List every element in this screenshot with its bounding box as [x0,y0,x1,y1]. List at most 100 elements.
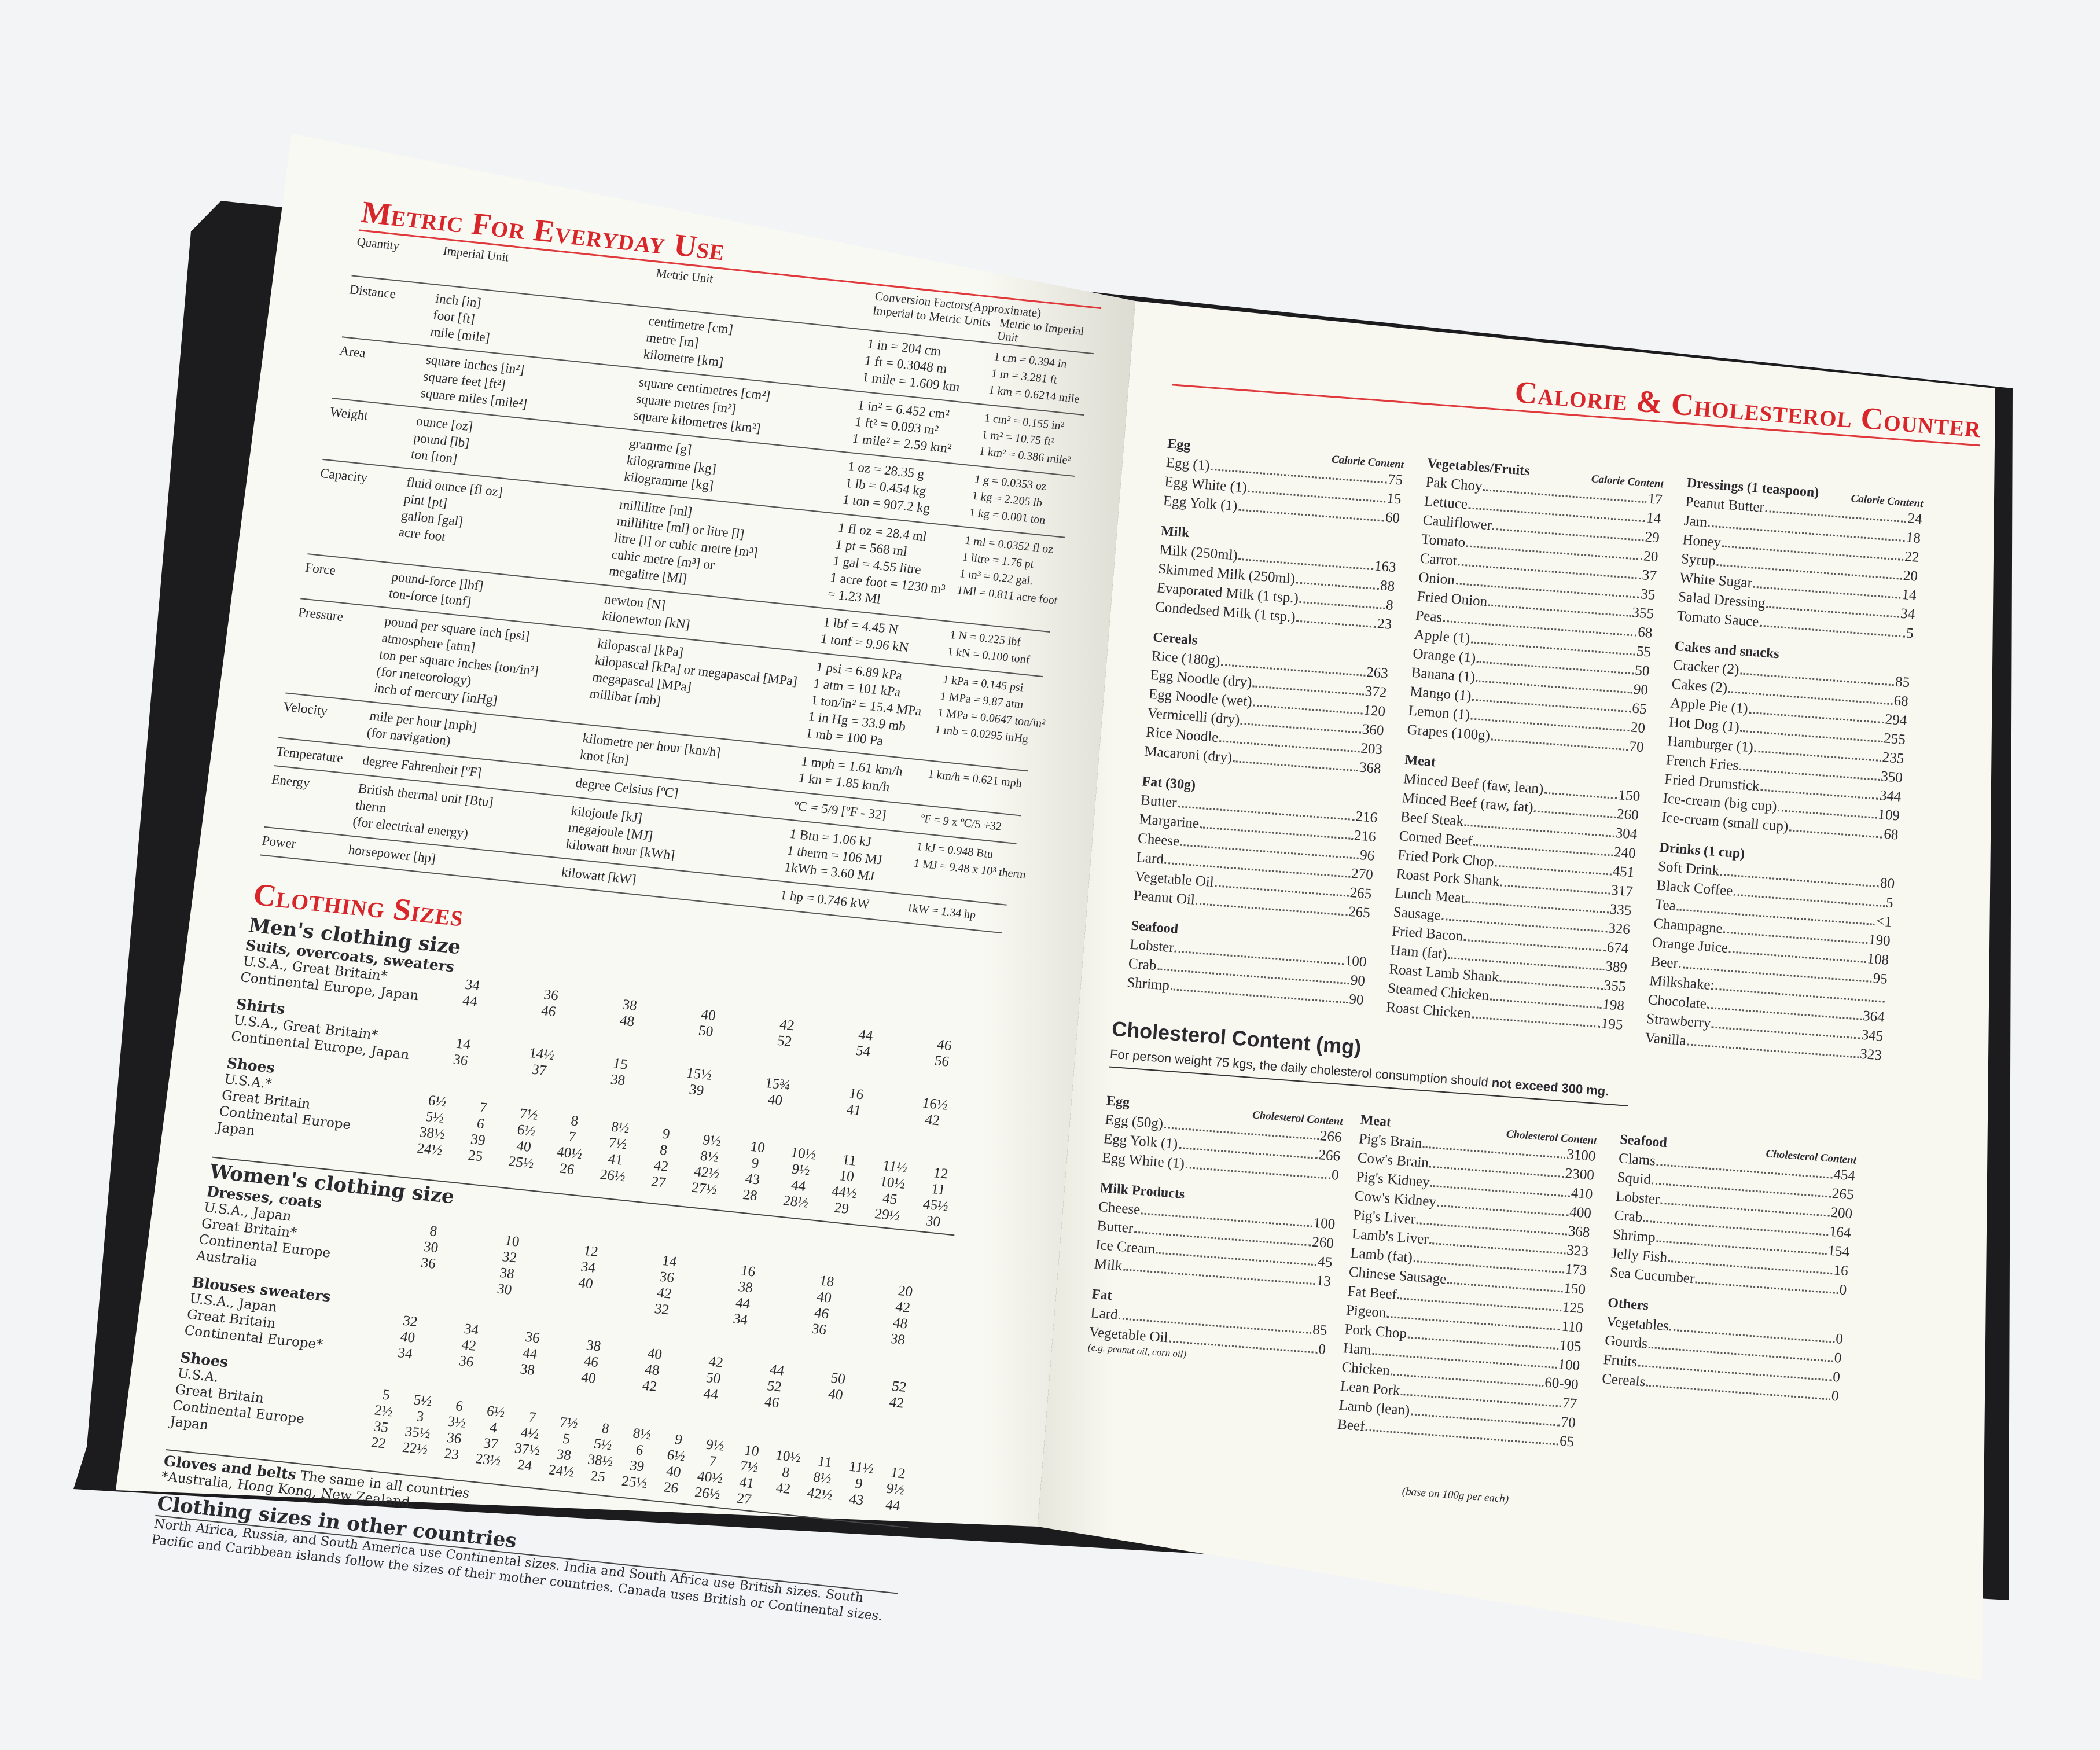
size-column: 34 42 36 [433,1317,503,1382]
size-column: 42 50 44 [679,1343,749,1407]
food-name: Jam [1683,513,1708,531]
food-name: Crab [1127,955,1157,974]
food-value: 203 [1360,740,1383,758]
food-value: 85 [1895,674,1911,691]
food-value: 60-90 [1544,1374,1579,1393]
quantity-cell: Force [304,560,337,578]
food-value: 22 [1904,549,1920,565]
size-value: 22 [370,1435,387,1452]
food-value: 335 [1609,901,1632,919]
food-value: 364 [1862,1008,1885,1025]
food-value: 350 [1880,769,1903,786]
food-value: 0 [1832,1369,1841,1385]
size-value: 27 [735,1490,753,1508]
size-value: 26½ [693,1484,722,1503]
cholesterol-column: Egg Cholesterol Content Egg (50g) 266 Egg Yo… [1087,1080,1344,1370]
food-value: 150 [1617,787,1641,804]
food-value: 360 [1361,721,1385,739]
food-value: 150 [1563,1280,1586,1298]
food-name: Squid [1616,1169,1652,1188]
to-metric-cell: 1 fl oz = 28.4 ml 1 pt = 568 ml 1 gal = 4.… [826,519,966,615]
size-column: 40 48 42 [617,1336,687,1401]
food-value: 389 [1605,958,1628,976]
to-metric-cell: 1 Btu = 1.06 kJ 1 therm = 106 MJ 1kWh = 3.… [784,825,918,888]
to-imperial-line: 1kW = 1.34 hp [906,901,977,922]
food-value: 70 [1628,738,1645,756]
category-heading: Egg [1167,436,1191,453]
size-column: 40 50 [664,998,750,1049]
food-name: Butter [1096,1218,1134,1237]
food-value: 70 [1560,1414,1576,1431]
cholesterol-note-bold: not exceed 300 mg. [1491,1075,1610,1099]
food-value: 323 [1566,1242,1589,1260]
food-value: 674 [1606,939,1630,957]
size-value: 23 [443,1446,460,1463]
category-heading: Egg [1106,1093,1130,1111]
size-column: 20 42 48 38 [857,1269,948,1352]
food-value: 345 [1860,1027,1884,1045]
size-column: 36 44 38 [494,1323,565,1388]
food-value: 294 [1884,711,1908,729]
quantity-cell: Area [339,343,367,361]
food-value: 13 [1315,1273,1332,1290]
size-column: 14½ 37 [497,1041,583,1091]
food-value: 110 [1561,1318,1583,1336]
food-value: 35 [1640,586,1656,603]
to-imperial-line: ºF = 9 x ºC/5 +32 [920,812,1003,833]
size-value: 23½ [474,1451,502,1469]
size-value: 44 [884,1497,902,1514]
food-name: Lard [1135,850,1164,867]
calorie-column: Egg Calorie Content Egg (1) 75 Egg White (1)… [1126,423,1406,1010]
food-name: Milk [1093,1256,1123,1274]
food-name: Honey [1682,532,1722,551]
size-column: 44 52 46 [740,1349,811,1414]
quantity-cell: Pressure [297,605,345,624]
quantity-cell: Distance [348,282,397,302]
food-value: 65 [1631,700,1647,718]
to-imperial-cell: 1 kPa = 0.145 psi 1 MPa = 9.87 atm 1 MPa =… [931,671,1046,764]
food-value: 190 [1868,932,1891,950]
food-name: Cheese [1137,830,1180,850]
food-value: 198 [1602,997,1625,1014]
food-value: 240 [1613,844,1636,862]
food-value: 265 [1348,903,1371,921]
to-imperial-cell: ºF = 9 x ºC/5 +32 [920,811,1020,837]
food-value [1885,989,1886,1008]
food-name: Cheese [1098,1198,1141,1218]
food-value: 15 [1386,490,1402,508]
quantity-cell: Energy [270,771,311,791]
to-metric-cell: 1 in² = 6.452 cm² 1 ft² = 0.093 m² 1 mile²… [851,396,985,459]
food-value: 304 [1614,825,1638,843]
size-column: 16½ 42 [892,1082,977,1133]
food-name: Vanilla [1644,1030,1687,1049]
metric-cell: millilitre [ml] millilitre [ml] or litre … [608,496,840,602]
size-column: 46 56 [901,1023,987,1074]
food-value: 90 [1349,972,1366,990]
to-imperial-cell: 1 N = 0.225 lbf 1 kN = 0.100 tonf [946,627,1049,670]
food-name: Cereals [1601,1370,1646,1390]
food-name: Shrimp [1126,975,1170,994]
food-value: 454 [1833,1166,1856,1184]
food-name: Tea [1654,896,1676,914]
size-column: 42 52 [743,1006,829,1057]
food-value: 8 [1385,597,1394,614]
food-value: 85 [1312,1322,1328,1339]
food-value: 100 [1344,953,1367,970]
quantity-cell: Capacity [319,465,369,486]
right-page: Calorie & Cholesterol Counter Egg Calorie… [1076,347,1983,1563]
to-metric-cell: 1 psi = 6.89 kPa 1 atm = 101 kPa 1 ton/in²… [804,658,944,754]
size-column: 14 36 42 32 [620,1244,711,1327]
food-name: Beef [1337,1416,1366,1435]
food-value: 368 [1359,759,1382,777]
size-column: 12 34 40 [541,1236,632,1319]
food-value: 68 [1883,826,1899,843]
food-value: 100 [1557,1356,1581,1374]
food-value: 37 [1641,567,1657,584]
food-value: 368 [1567,1223,1591,1241]
to-imperial-cell: 1 kJ = 0.948 Btu 1 MJ = 9.48 x 10³ therm [910,839,1027,899]
food-value: 265 [1349,884,1373,902]
size-column: 15 38 [576,1049,661,1100]
